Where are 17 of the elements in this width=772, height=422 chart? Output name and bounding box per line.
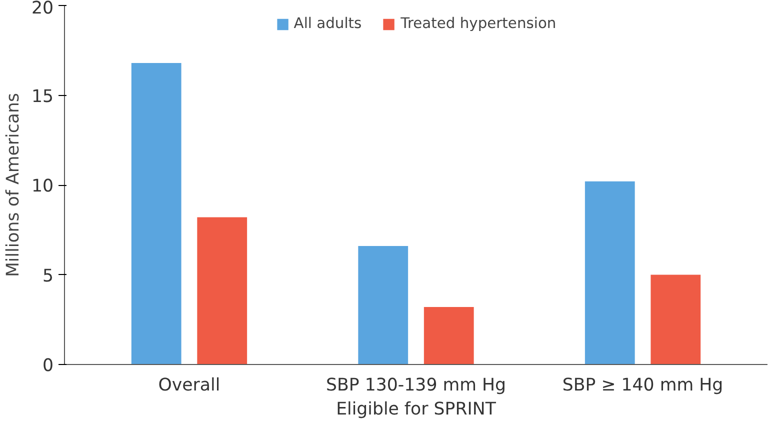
bar xyxy=(584,181,635,364)
x-tick-label: Overall xyxy=(158,376,220,396)
x-tick-label: SBP ≥ 140 mm Hg xyxy=(562,376,724,396)
bar xyxy=(650,274,701,364)
y-tick-label: 5 xyxy=(42,266,54,286)
bar xyxy=(197,217,248,364)
y-tick-label: 10 xyxy=(31,176,54,196)
bar xyxy=(424,307,474,364)
y-tick-label: 0 xyxy=(42,356,54,376)
bar xyxy=(131,62,182,364)
legend-label: Treated hypertension xyxy=(400,15,556,32)
y-axis-title: Millions of Americans xyxy=(3,92,24,278)
y-tick-label: 20 xyxy=(31,0,54,18)
y-tick-label: 15 xyxy=(31,86,54,107)
legend-label: All adults xyxy=(294,15,362,32)
bar xyxy=(358,246,408,364)
x-tick-label: SBP 130-139 mm Hg Eligible for SPRINT xyxy=(326,376,506,420)
